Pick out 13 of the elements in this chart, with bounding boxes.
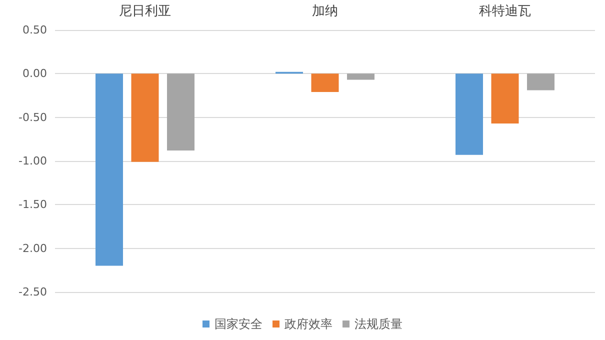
y-tick-label: 0.00 bbox=[22, 67, 47, 80]
y-tick-label: -2.00 bbox=[18, 242, 47, 255]
y-tick-label: 0.50 bbox=[22, 24, 47, 36]
x-tick-label: 加纳 bbox=[312, 4, 338, 19]
y-tick-label: -1.50 bbox=[18, 198, 47, 212]
y-tick-label: -0.50 bbox=[18, 110, 47, 124]
x-tick-label: 科特迪瓦 bbox=[479, 4, 531, 19]
legend-label: 法规质量 bbox=[354, 317, 402, 331]
y-tick-label: -2.50 bbox=[18, 286, 47, 298]
y-tick-label: -1.00 bbox=[18, 154, 47, 168]
legend-label: 国家安全 bbox=[214, 317, 262, 331]
x-tick-label: 尼日利亚 bbox=[119, 4, 171, 19]
legend-label: 政府效率 bbox=[284, 317, 332, 331]
